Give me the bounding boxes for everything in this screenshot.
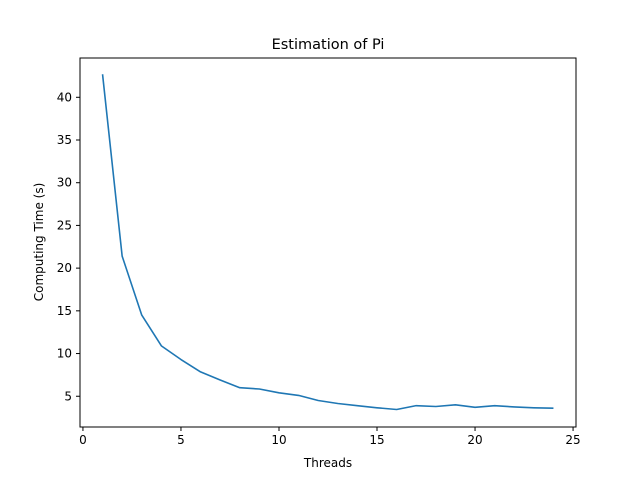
x-axis-title: Threads xyxy=(303,456,352,470)
y-tick-label: 5 xyxy=(64,389,72,403)
x-tick-label: 25 xyxy=(565,433,580,447)
y-tick-label: 20 xyxy=(57,261,72,275)
x-tick-label: 0 xyxy=(79,433,87,447)
y-tick-label: 40 xyxy=(57,90,72,104)
series-line xyxy=(101,74,554,411)
plot-frame xyxy=(79,57,577,428)
y-tick-label: 10 xyxy=(57,347,72,361)
series-group xyxy=(101,74,554,411)
x-tick-label: 15 xyxy=(369,433,384,447)
chart-title: Estimation of Pi xyxy=(272,37,385,53)
x-axis: 0 5 10 15 20 25 xyxy=(79,427,581,447)
y-tick-label: 15 xyxy=(57,304,72,318)
x-tick-label: 20 xyxy=(467,433,482,447)
x-tick-label: 10 xyxy=(271,433,286,447)
y-tick-label: 30 xyxy=(57,176,72,190)
y-tick-label: 25 xyxy=(57,218,72,232)
y-axis: 5 10 15 20 25 30 35 40 xyxy=(57,90,80,403)
x-tick-label: 5 xyxy=(177,433,185,447)
y-axis-title: Computing Time (s) xyxy=(32,183,46,302)
y-tick-label: 35 xyxy=(57,133,72,147)
